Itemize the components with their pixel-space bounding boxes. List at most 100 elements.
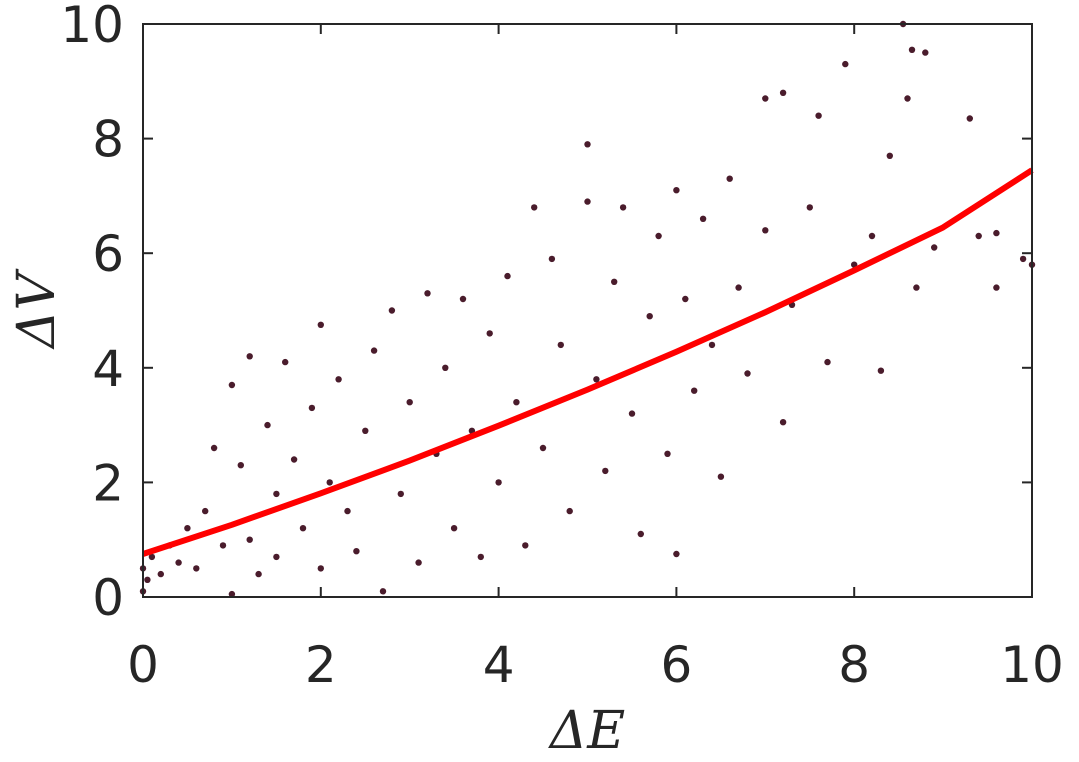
scatter-point (246, 536, 253, 543)
scatter-point (450, 525, 458, 532)
scatter-point (557, 341, 564, 349)
scatter-point (815, 112, 822, 119)
scatter-point (442, 364, 449, 371)
scatter-point (708, 341, 716, 349)
scatter-point (584, 198, 591, 205)
y-tick-label: 0 (92, 569, 124, 627)
scatter-point (477, 553, 484, 561)
scatter-point (406, 399, 413, 406)
scatter-point (762, 95, 769, 102)
scatter-point (602, 467, 609, 475)
scatter-point (415, 559, 422, 566)
x-tick-label: 6 (660, 636, 692, 694)
scatter-point (144, 576, 151, 583)
scatter-point (868, 232, 876, 240)
scatter-point (824, 358, 831, 366)
scatter-point (673, 187, 680, 194)
scatter-point (611, 278, 618, 285)
scatter-point (531, 204, 538, 211)
x-tick-label: 4 (483, 636, 515, 694)
scatter-point (504, 272, 511, 280)
scatter-point (379, 588, 387, 595)
axis-tick-labels: 0 2 4 6 8 10 0 2 4 6 8 10 (60, 0, 1063, 694)
scatter-point (388, 307, 396, 314)
scatter-point (682, 295, 689, 303)
scatter-point (424, 290, 431, 297)
scatter-point (210, 444, 218, 452)
scatter-point (664, 450, 671, 457)
scatter-point (255, 570, 262, 578)
scatter-point (548, 255, 556, 263)
scatter-point (717, 473, 725, 480)
scatter-point (655, 232, 662, 240)
scatter-point (619, 204, 627, 211)
scatter-point (744, 370, 751, 377)
scatter-point (370, 347, 378, 354)
scatter-point (308, 404, 316, 412)
y-tick-label: 2 (92, 454, 124, 512)
fit-curve (142, 167, 1034, 557)
scatter-point (566, 507, 573, 515)
scatter-point (228, 381, 236, 389)
scatter-point (993, 229, 1000, 237)
scatter-point (1019, 255, 1027, 263)
x-tick-label: 2 (305, 636, 337, 694)
scatter-point (922, 49, 929, 56)
scatter-point (459, 295, 467, 303)
scatter-point (290, 456, 298, 463)
scatter-point (966, 115, 973, 122)
x-tick-label: 10 (1000, 636, 1064, 694)
scatter-point (842, 60, 849, 68)
scatter-point (762, 227, 769, 234)
scatter-point (273, 490, 280, 498)
scatter-point (335, 376, 342, 383)
scatter-point (699, 215, 707, 222)
scatter-point (299, 525, 307, 532)
scatter-point (237, 462, 244, 469)
scatter-point (246, 353, 253, 360)
scatter-point (202, 507, 209, 515)
scatter-point (637, 530, 644, 538)
fit-curve-layer (142, 167, 1034, 557)
y-tick-label: 10 (60, 0, 124, 54)
scatter-point (779, 89, 787, 97)
scatter-point (353, 548, 360, 555)
y-tick-label: 8 (92, 111, 124, 169)
scatter-point (886, 152, 893, 159)
scatter-point (779, 419, 787, 426)
x-tick-label: 0 (127, 636, 159, 694)
scatter-point (184, 525, 191, 532)
scatter-point (326, 479, 333, 486)
scatter-point (317, 565, 324, 572)
scatter-point (362, 427, 369, 434)
scatter-point (539, 444, 547, 452)
scatter-point (735, 284, 742, 291)
scatter-point (806, 204, 813, 211)
y-tick-label: 4 (92, 340, 124, 398)
y-axis-label: ΔV (7, 269, 67, 351)
scatter-point (584, 141, 591, 148)
scatter-point (877, 367, 885, 374)
scatter-point (593, 376, 600, 383)
scatter-point (397, 490, 404, 498)
scatter-point (975, 232, 982, 240)
scatter-point (646, 313, 653, 320)
scatter-point (282, 358, 289, 366)
scatter-point (513, 399, 520, 406)
y-tick-label: 6 (92, 225, 124, 283)
scatter-point (993, 284, 1000, 291)
scatter-point (193, 565, 200, 572)
plot-frame (142, 23, 1033, 598)
scatter-point (273, 553, 280, 561)
scatter-point (931, 244, 938, 251)
scatter-point (486, 330, 493, 337)
scatter-point (219, 542, 227, 549)
scatter-point (908, 46, 916, 53)
scatter-point (673, 550, 680, 558)
x-axis-label: ΔE (548, 701, 626, 761)
axis-ticks (142, 23, 1033, 598)
scatter-point (495, 479, 502, 486)
scatter-point (228, 590, 236, 598)
scatter-point (344, 507, 351, 515)
